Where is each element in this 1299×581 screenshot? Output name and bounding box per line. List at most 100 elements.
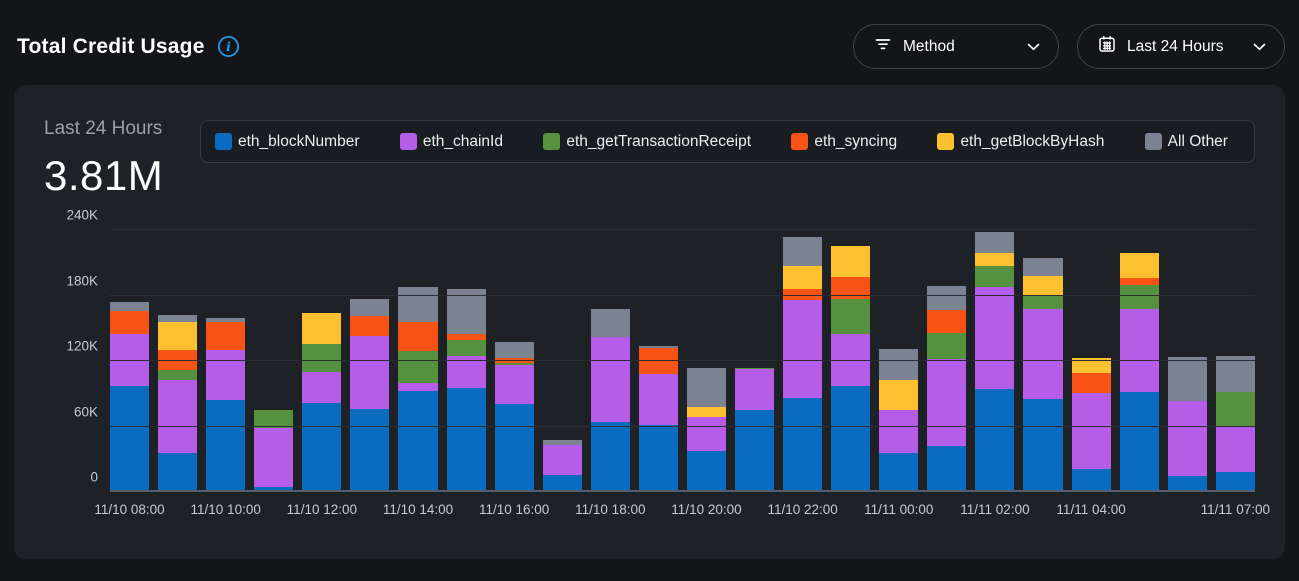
- bar-segment: [927, 333, 966, 359]
- x-tick-cell: [1120, 502, 1159, 522]
- bar-segment: [302, 344, 341, 372]
- credit-usage-card: Last 24 Hours 3.81M eth_blockNumber eth_c…: [14, 85, 1285, 559]
- bar-segment: [158, 370, 197, 380]
- bar-11-10-17-00[interactable]: [543, 440, 582, 493]
- bar-segment: [1168, 357, 1207, 402]
- x-tick-label: 11/11 04:00: [1056, 502, 1125, 517]
- info-icon[interactable]: i: [217, 35, 240, 58]
- bar-segment: [783, 266, 822, 289]
- bar-11-11-06-00[interactable]: [1168, 357, 1207, 492]
- bar-segment: [398, 391, 437, 493]
- bar-segment: [1023, 276, 1062, 296]
- bar-segment: [783, 398, 822, 492]
- bar-11-11-03-00[interactable]: [1023, 258, 1062, 492]
- y-tick-label: 0: [90, 470, 98, 485]
- bar-segment: [831, 246, 870, 277]
- bar-segment: [206, 400, 245, 492]
- bar-11-10-20-00[interactable]: [687, 368, 726, 492]
- x-tick-cell: 11/10 20:00: [687, 502, 726, 522]
- bar-11-10-21-00[interactable]: [735, 368, 774, 492]
- method-filter-dropdown[interactable]: Method: [853, 24, 1059, 69]
- bar-11-10-15-00[interactable]: [447, 289, 486, 492]
- legend-item[interactable]: eth_getBlockByHash: [937, 133, 1104, 151]
- bar-11-11-05-00[interactable]: [1120, 253, 1159, 492]
- gridline: [110, 229, 1255, 230]
- legend-item[interactable]: All Other: [1145, 133, 1228, 151]
- legend-label: eth_getTransactionReceipt: [566, 133, 751, 151]
- legend-label: All Other: [1168, 133, 1228, 151]
- bar-segment: [1120, 309, 1159, 392]
- bar-segment: [447, 340, 486, 355]
- bar-segment: [687, 407, 726, 417]
- bar-segment: [927, 359, 966, 446]
- bar-11-10-10-00[interactable]: [206, 318, 245, 492]
- x-tick-label: 11/10 16:00: [479, 502, 549, 517]
- legend-item[interactable]: eth_chainId: [400, 133, 503, 151]
- bar-segment: [447, 289, 486, 334]
- bar-11-10-09-00[interactable]: [158, 315, 197, 492]
- bar-11-11-00-00[interactable]: [879, 349, 918, 492]
- x-tick-cell: 11/10 08:00: [110, 502, 149, 522]
- bar-segment: [350, 299, 389, 317]
- legend-item[interactable]: eth_blockNumber: [215, 133, 359, 151]
- bar-segment: [398, 287, 437, 322]
- bar-segment: [831, 277, 870, 299]
- usage-summary: Last 24 Hours 3.81M: [44, 118, 200, 200]
- bar-11-11-07-00[interactable]: [1216, 356, 1255, 492]
- bar-11-10-22-00[interactable]: [783, 237, 822, 492]
- bar-11-10-12-00[interactable]: [302, 313, 341, 492]
- x-tick-label: 11/10 20:00: [671, 502, 741, 517]
- bar-11-11-01-00[interactable]: [927, 286, 966, 492]
- bar-segment: [447, 388, 486, 492]
- bar-11-10-08-00[interactable]: [110, 302, 149, 492]
- legend-item[interactable]: eth_syncing: [791, 133, 897, 151]
- legend-swatch: [543, 133, 560, 150]
- bar-segment: [350, 316, 389, 336]
- bar-11-11-02-00[interactable]: [975, 232, 1014, 492]
- bar-11-10-16-00[interactable]: [495, 342, 534, 492]
- bar-11-10-19-00[interactable]: [639, 346, 678, 492]
- bar-11-10-11-00[interactable]: [254, 410, 293, 492]
- bar-segment: [783, 300, 822, 398]
- bar-segment: [1216, 392, 1255, 426]
- bar-11-10-13-00[interactable]: [350, 299, 389, 492]
- legend-swatch: [215, 133, 232, 150]
- bar-segment: [543, 445, 582, 475]
- bar-segment: [302, 403, 341, 493]
- bar-segment: [1216, 426, 1255, 473]
- bar-segment: [254, 428, 293, 487]
- bar-segment: [1023, 399, 1062, 492]
- x-tick-cell: 11/10 10:00: [206, 502, 245, 522]
- bar-segment: [206, 322, 245, 350]
- bar-segment: [1023, 258, 1062, 276]
- x-tick-label: 11/10 12:00: [287, 502, 357, 517]
- bar-segment: [591, 422, 630, 492]
- bar-segment: [158, 322, 197, 350]
- bar-segment: [495, 342, 534, 357]
- method-filter-label: Method: [903, 38, 955, 56]
- x-tick-label: 11/11 02:00: [960, 502, 1029, 517]
- bar-segment: [735, 410, 774, 492]
- bar-segment: [1023, 296, 1062, 309]
- bar-segment: [975, 389, 1014, 492]
- bar-11-10-23-00[interactable]: [831, 246, 870, 492]
- x-axis-baseline: [110, 490, 1255, 492]
- x-tick-label: 11/10 22:00: [767, 502, 837, 517]
- bar-11-10-18-00[interactable]: [591, 309, 630, 492]
- title-row: Total Credit Usage i: [17, 35, 240, 59]
- bar-segment: [158, 380, 197, 453]
- chart-legend: eth_blockNumber eth_chainId eth_getTransac…: [200, 120, 1255, 163]
- bar-11-10-14-00[interactable]: [398, 287, 437, 492]
- time-range-dropdown[interactable]: Last 24 Hours: [1077, 24, 1285, 69]
- legend-swatch: [1145, 133, 1162, 150]
- chevron-down-icon: [1253, 43, 1266, 51]
- legend-item[interactable]: eth_getTransactionReceipt: [543, 133, 751, 151]
- x-tick-label: 11/10 10:00: [191, 502, 261, 517]
- bar-segment: [447, 334, 486, 341]
- card-top-row: Last 24 Hours 3.81M eth_blockNumber eth_c…: [44, 118, 1255, 200]
- bar-segment: [1023, 309, 1062, 400]
- calendar-icon: [1098, 35, 1116, 58]
- bar-segment: [398, 322, 437, 352]
- gridline: [110, 426, 1255, 427]
- bar-segment: [783, 237, 822, 267]
